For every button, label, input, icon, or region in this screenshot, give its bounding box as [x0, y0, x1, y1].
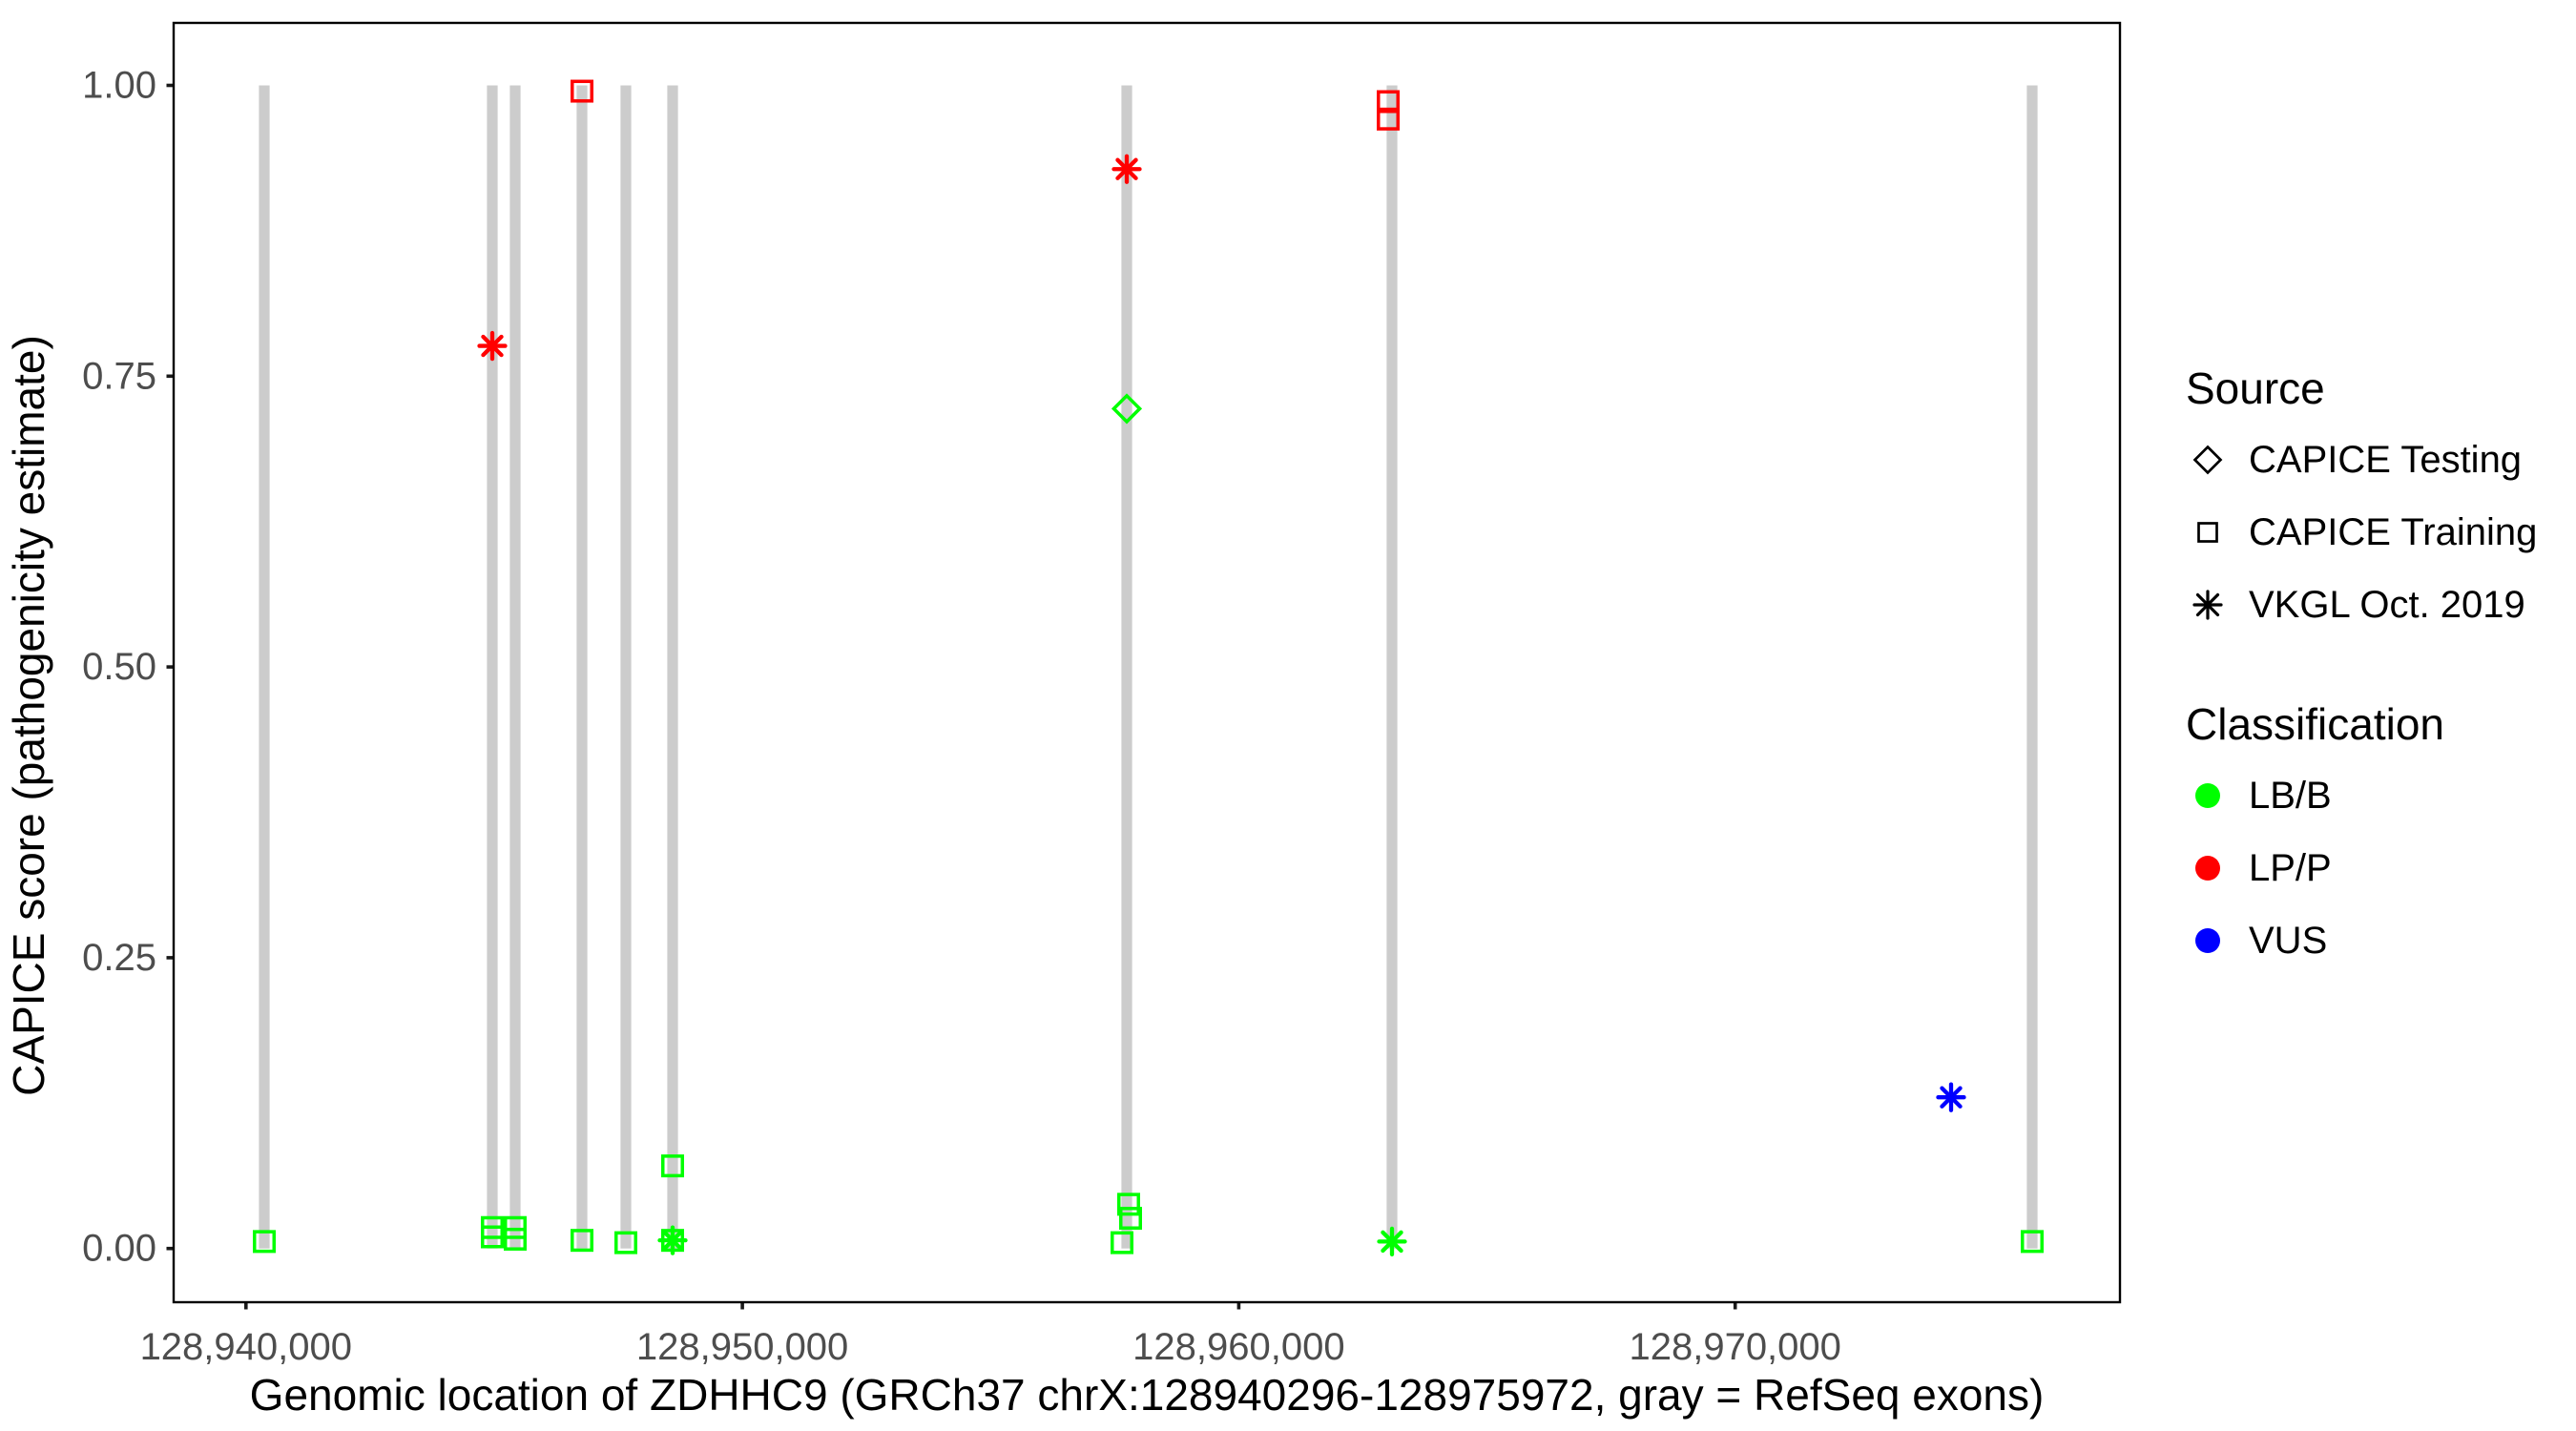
svg-text:0.75: 0.75	[82, 355, 156, 397]
svg-text:128,940,000: 128,940,000	[140, 1326, 352, 1368]
svg-text:128,970,000: 128,970,000	[1629, 1326, 1840, 1368]
svg-text:0.00: 0.00	[82, 1228, 156, 1270]
svg-text:128,960,000: 128,960,000	[1132, 1326, 1344, 1368]
svg-text:0.25: 0.25	[82, 937, 156, 979]
svg-text:1.00: 1.00	[82, 65, 156, 107]
svg-text:0.50: 0.50	[82, 646, 156, 688]
svg-text:128,950,000: 128,950,000	[636, 1326, 848, 1368]
